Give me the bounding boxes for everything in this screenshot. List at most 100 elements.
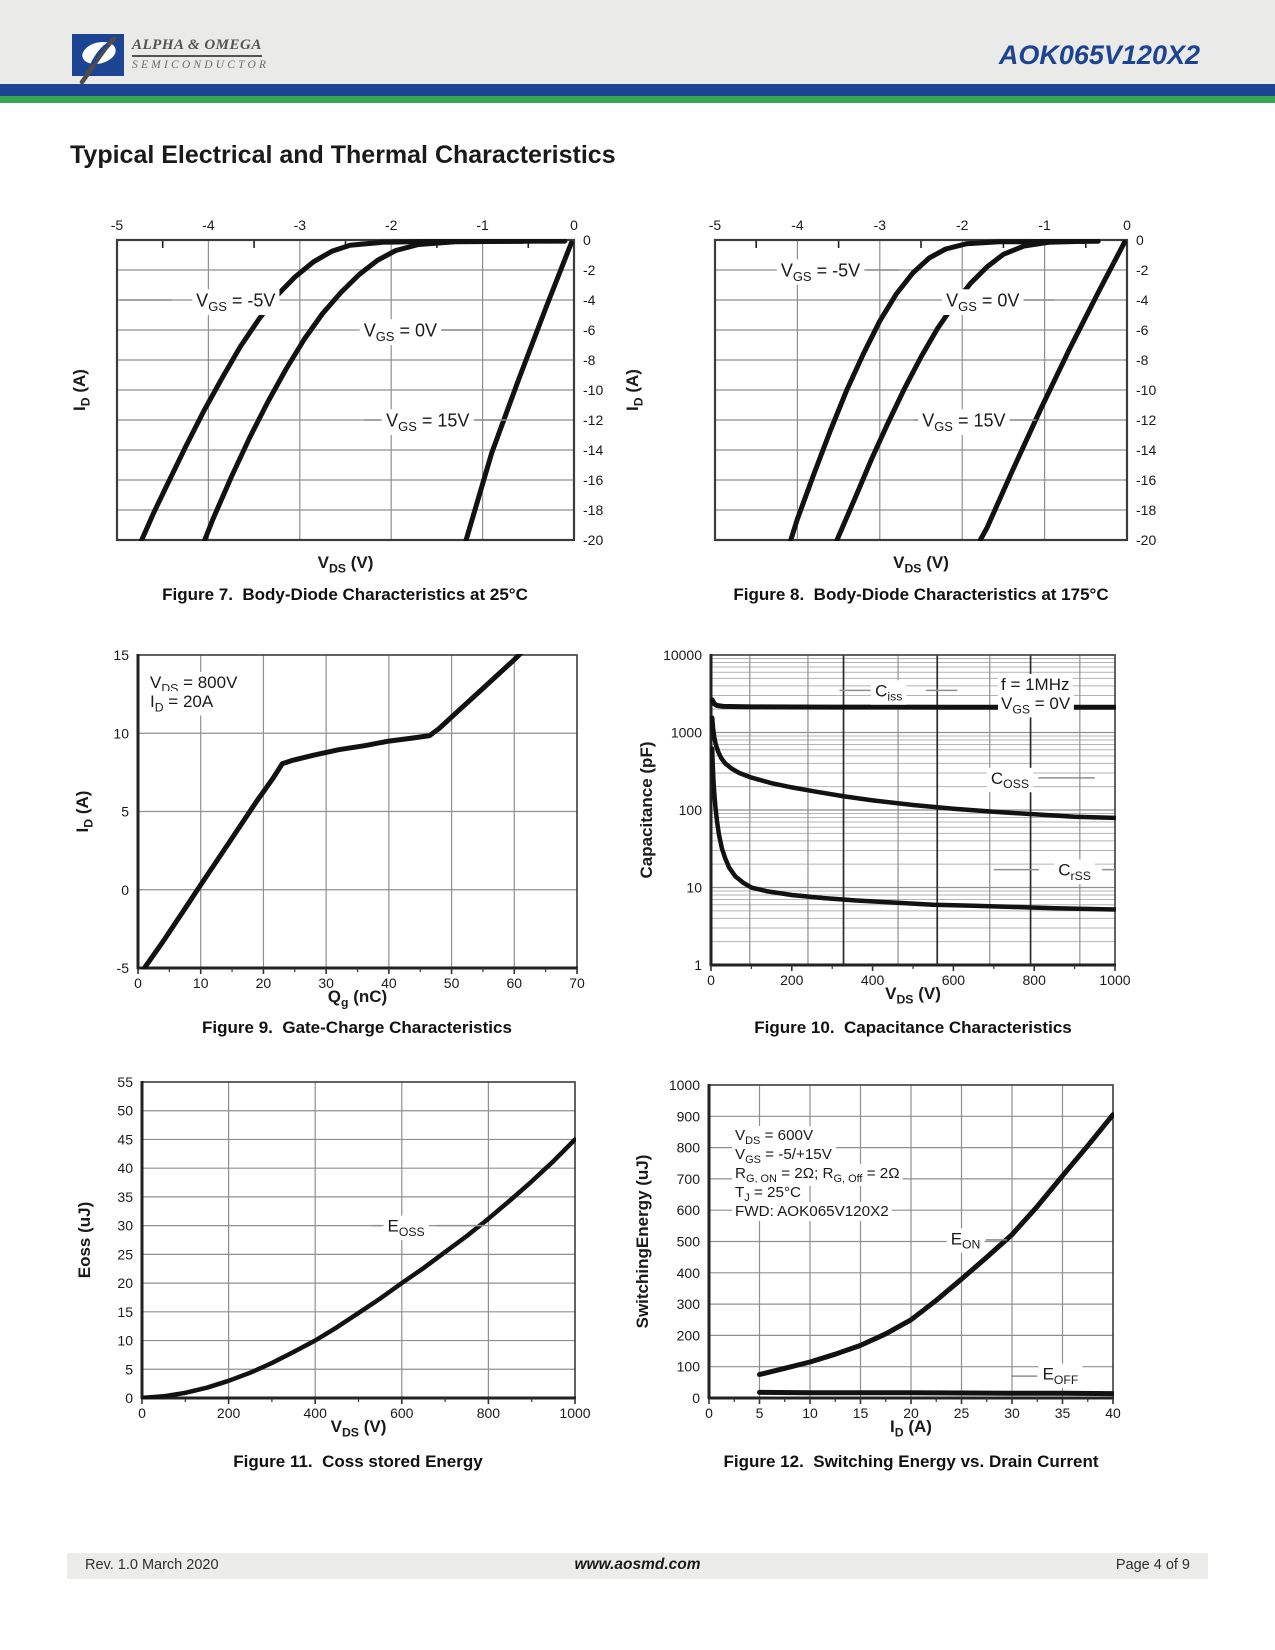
svg-text:VGS = 0V: VGS = 0V xyxy=(946,290,1019,314)
header-green-bar xyxy=(0,96,1275,103)
figure-11-caption: Figure 11. Coss stored Energy xyxy=(233,1452,483,1471)
brand-text: ALPHA & OMEGA SEMICONDUCTOR xyxy=(132,36,269,71)
svg-text:60: 60 xyxy=(506,975,522,991)
svg-text:600: 600 xyxy=(390,1405,414,1421)
svg-text:100: 100 xyxy=(679,802,703,818)
svg-text:TJ = 25°C: TJ = 25°C xyxy=(735,1184,801,1204)
page-footer: Rev. 1.0 March 2020 www.aosmd.com Page 4… xyxy=(67,1553,1208,1579)
svg-text:VDS (V): VDS (V) xyxy=(331,1417,387,1439)
svg-text:900: 900 xyxy=(677,1108,701,1124)
svg-text:40: 40 xyxy=(381,975,397,991)
svg-text:0: 0 xyxy=(707,972,715,988)
svg-text:0: 0 xyxy=(570,217,578,233)
brand-line2: SEMICONDUCTOR xyxy=(132,59,270,71)
figure-10-caption: Figure 10. Capacitance Characteristics xyxy=(754,1018,1072,1037)
svg-text:100: 100 xyxy=(677,1359,701,1375)
svg-text:VGS = 15V: VGS = 15V xyxy=(922,410,1005,434)
svg-text:1: 1 xyxy=(694,957,702,973)
svg-text:5: 5 xyxy=(125,1361,133,1377)
svg-text:10: 10 xyxy=(193,975,209,991)
svg-text:-8: -8 xyxy=(1136,352,1149,368)
svg-text:VGS = -5V: VGS = -5V xyxy=(196,290,275,314)
header-band xyxy=(0,0,1275,84)
svg-text:5: 5 xyxy=(121,804,129,820)
svg-text:-20: -20 xyxy=(583,532,603,548)
svg-text:0: 0 xyxy=(1123,217,1131,233)
svg-text:VDS (V): VDS (V) xyxy=(893,553,949,575)
svg-text:-16: -16 xyxy=(1136,472,1156,488)
svg-text:VGS = -5/+15V: VGS = -5/+15V xyxy=(735,1146,833,1166)
svg-text:1000: 1000 xyxy=(671,725,702,741)
svg-text:800: 800 xyxy=(677,1140,701,1156)
svg-text:Capacitance (pF): Capacitance (pF) xyxy=(637,742,656,879)
figure-7-caption: Figure 7. Body-Diode Characteristics at … xyxy=(162,585,528,604)
svg-text:10: 10 xyxy=(686,880,702,896)
svg-text:CrSS: CrSS xyxy=(1058,861,1091,883)
svg-text:FWD: AOK065V120X2: FWD: AOK065V120X2 xyxy=(735,1203,889,1220)
figure-12-caption: Figure 12. Switching Energy vs. Drain Cu… xyxy=(723,1452,1099,1471)
svg-text:-6: -6 xyxy=(583,322,596,338)
svg-text:0: 0 xyxy=(134,975,142,991)
brand-line1: ALPHA & OMEGA xyxy=(132,37,262,57)
svg-text:VGS = -5V: VGS = -5V xyxy=(781,260,860,284)
svg-text:30: 30 xyxy=(117,1218,133,1234)
svg-text:-2: -2 xyxy=(1136,262,1149,278)
svg-text:-3: -3 xyxy=(874,217,887,233)
svg-text:1000: 1000 xyxy=(1099,972,1130,988)
svg-text:5: 5 xyxy=(756,1405,764,1421)
svg-text:RG, ON = 2Ω; RG, Off = 2Ω: RG, ON = 2Ω; RG, Off = 2Ω xyxy=(735,1165,900,1185)
svg-text:10: 10 xyxy=(802,1405,818,1421)
svg-text:1000: 1000 xyxy=(559,1405,590,1421)
svg-text:EON: EON xyxy=(951,1229,981,1251)
svg-text:-5: -5 xyxy=(117,960,130,976)
header-blue-bar xyxy=(0,84,1275,96)
svg-text:400: 400 xyxy=(304,1405,328,1421)
svg-text:-12: -12 xyxy=(583,412,603,428)
svg-text:VDS (V): VDS (V) xyxy=(318,553,374,575)
svg-text:55: 55 xyxy=(117,1074,133,1090)
svg-text:-3: -3 xyxy=(294,217,307,233)
svg-text:50: 50 xyxy=(444,975,460,991)
svg-text:VGS = 0V: VGS = 0V xyxy=(1001,694,1071,716)
svg-text:-2: -2 xyxy=(385,217,398,233)
svg-text:400: 400 xyxy=(861,972,885,988)
svg-text:15: 15 xyxy=(117,1304,133,1320)
svg-text:15: 15 xyxy=(113,647,129,663)
svg-text:800: 800 xyxy=(477,1405,501,1421)
svg-text:20: 20 xyxy=(117,1275,133,1291)
svg-text:1000: 1000 xyxy=(669,1077,700,1093)
svg-text:45: 45 xyxy=(117,1131,133,1147)
svg-text:15: 15 xyxy=(853,1405,869,1421)
svg-text:-2: -2 xyxy=(956,217,969,233)
svg-text:EOFF: EOFF xyxy=(1043,1365,1079,1387)
svg-text:200: 200 xyxy=(677,1327,701,1343)
svg-text:ID (A): ID (A) xyxy=(623,369,645,411)
svg-text:-4: -4 xyxy=(1136,292,1149,308)
svg-text:0: 0 xyxy=(138,1405,146,1421)
svg-text:20: 20 xyxy=(903,1405,919,1421)
svg-text:-16: -16 xyxy=(583,472,603,488)
svg-text:-18: -18 xyxy=(583,502,603,518)
svg-text:0: 0 xyxy=(121,882,129,898)
svg-text:35: 35 xyxy=(1055,1405,1071,1421)
alpha-omega-logo-icon xyxy=(72,34,124,85)
svg-text:600: 600 xyxy=(942,972,966,988)
svg-text:Eoss (uJ): Eoss (uJ) xyxy=(75,1202,94,1279)
svg-text:200: 200 xyxy=(780,972,804,988)
svg-text:-14: -14 xyxy=(583,442,603,458)
svg-text:50: 50 xyxy=(117,1103,133,1119)
svg-text:-12: -12 xyxy=(1136,412,1156,428)
svg-text:EOSS: EOSS xyxy=(388,1217,425,1239)
svg-text:800: 800 xyxy=(1023,972,1047,988)
figure-9-caption: Figure 9. Gate-Charge Characteristics xyxy=(202,1018,512,1037)
svg-text:-5: -5 xyxy=(111,217,124,233)
svg-text:f = 1MHz: f = 1MHz xyxy=(1001,675,1070,694)
svg-text:10000: 10000 xyxy=(663,647,702,663)
svg-text:0: 0 xyxy=(125,1390,133,1406)
svg-text:-20: -20 xyxy=(1136,532,1156,548)
